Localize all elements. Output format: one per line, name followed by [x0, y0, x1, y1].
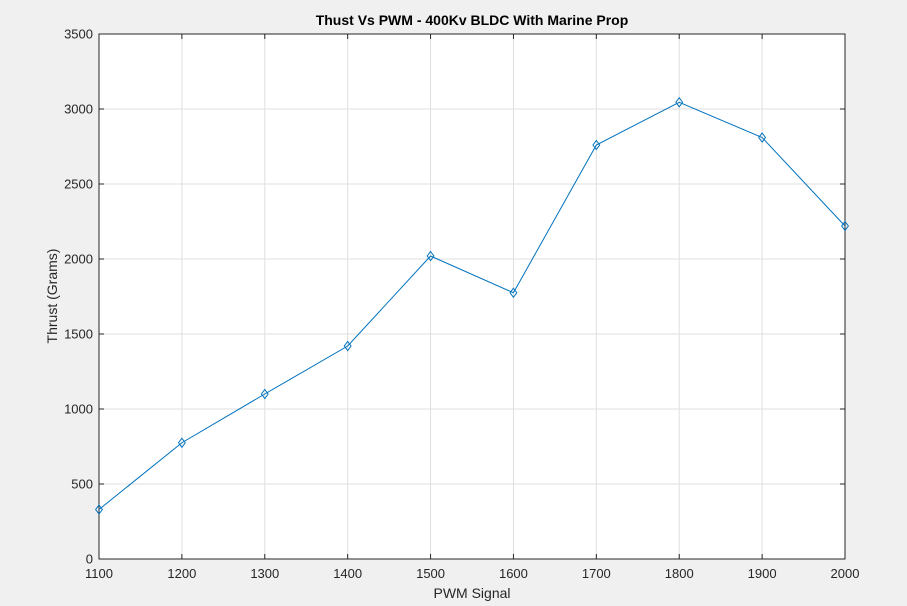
data-point-marker: [95, 504, 103, 515]
data-point-marker: [841, 220, 849, 232]
x-tick-label: 1400: [333, 566, 362, 581]
y-tick-label: 0: [86, 552, 93, 567]
axes-box: [98, 33, 846, 560]
y-tick-label: 1000: [64, 402, 93, 417]
y-tick-label: 3500: [64, 27, 93, 42]
data-point-marker: [592, 139, 601, 151]
y-tick-label: 500: [71, 477, 93, 492]
data-point-marker: [343, 340, 352, 352]
series-line: [98, 101, 846, 510]
series: [95, 96, 849, 515]
x-tick-label: 1500: [416, 566, 445, 581]
y-tick-label: 2000: [64, 252, 93, 267]
y-tick-label: 2500: [64, 177, 93, 192]
x-tick-label: 1300: [250, 566, 279, 581]
chart-title: Thust Vs PWM - 400Kv BLDC With Marine Pr…: [316, 12, 629, 28]
y-tick-label: 1500: [64, 327, 93, 342]
x-tick-label: 1700: [582, 566, 611, 581]
ticks: 1100 1200 1300 1400 1500 1600 1700 1800 1900 2000…: [64, 27, 859, 582]
data-point-marker: [177, 437, 186, 449]
x-tick-label: 1200: [167, 566, 196, 581]
y-axis-title: Thrust (Grams): [44, 249, 60, 344]
x-tick-label: 1800: [665, 566, 694, 581]
x-axis-title: PWM Signal: [433, 585, 510, 601]
x-tick-label: 1900: [748, 566, 777, 581]
x-tick-label: 1100: [85, 566, 113, 581]
data-point-marker: [675, 96, 684, 108]
y-tick-label: 3000: [64, 102, 93, 117]
x-tick-label: 1600: [499, 566, 528, 581]
data-point-marker: [758, 132, 767, 143]
axes-background: [99, 34, 845, 559]
data-point-marker: [426, 250, 435, 262]
data-point-marker: [260, 388, 269, 400]
data-point-marker: [509, 287, 518, 299]
x-tick-label: 2000: [831, 566, 860, 581]
